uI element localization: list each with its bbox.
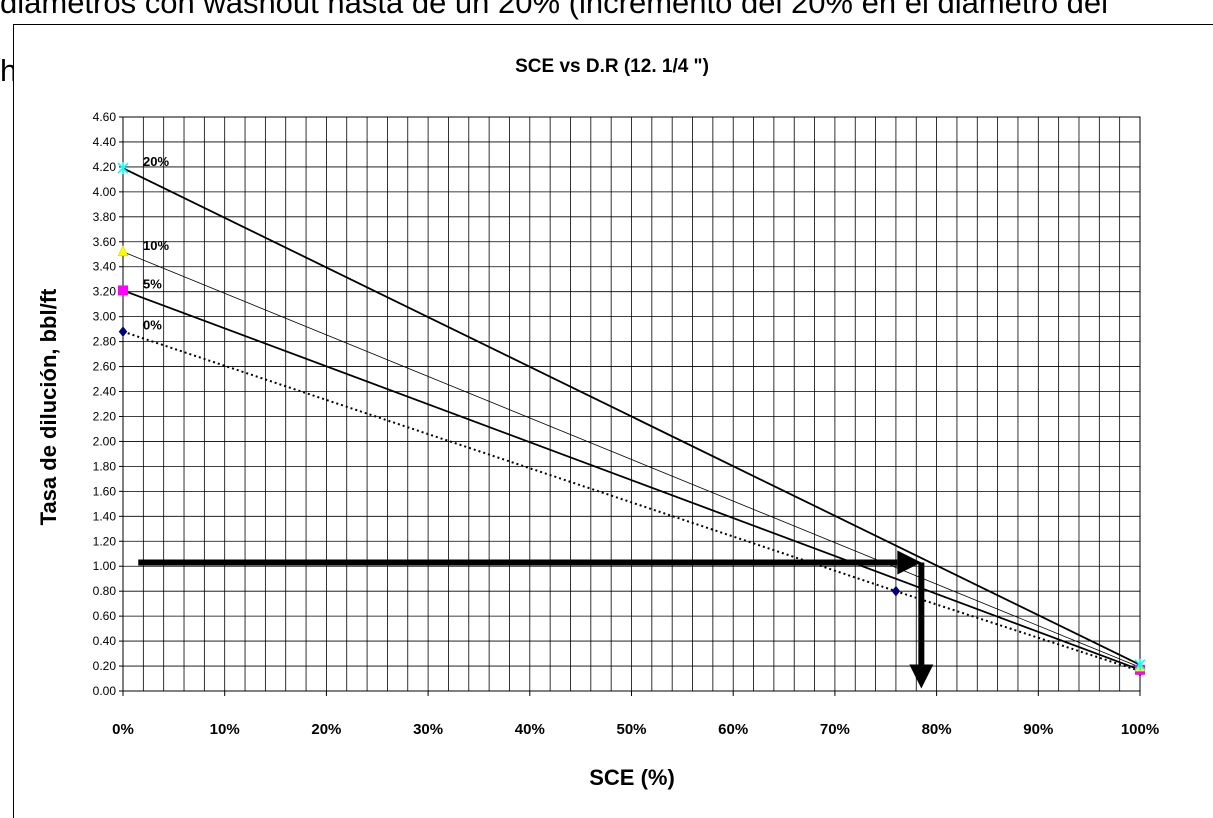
background-paragraph-line-1: diámetros con washout hasta de un 20% (i… <box>0 0 1109 20</box>
series-line-10pct <box>122 251 1141 668</box>
arrow-annotations <box>138 550 934 689</box>
chart-grid <box>123 116 1140 692</box>
chart-frame <box>13 24 1213 818</box>
x-tick-label: 0% <box>112 721 134 738</box>
y-axis-title: Tasa de dilución, bbl/ft <box>36 288 61 525</box>
y-tick-label: 0.40 <box>93 634 117 648</box>
y-tick-label: 3.80 <box>93 210 117 224</box>
x-axis-title: SCE (%) <box>589 765 675 790</box>
series-label-0pct: 0% <box>143 318 162 333</box>
x-tick-label: 40% <box>515 721 545 738</box>
y-tick-label: 0.00 <box>93 684 117 698</box>
x-tick-label: 70% <box>820 721 850 738</box>
series-marker-5pct <box>118 285 128 296</box>
background-paragraph-line-2: h <box>0 53 18 88</box>
y-tick-label: 4.00 <box>93 185 117 199</box>
y-tick-label: 0.20 <box>93 659 117 673</box>
y-tick-label: 3.40 <box>93 260 117 274</box>
series-marker-0pct <box>891 585 901 597</box>
series-marker-10pct <box>117 245 129 257</box>
chart-ticks: 0.00 0.20 0.40 0.60 0.80 1.00 1.20 1.40 1.60 1.80… <box>93 110 1160 738</box>
x-tick-label: 90% <box>1023 721 1053 738</box>
series-line-20pct <box>122 167 1141 666</box>
y-tick-label: 3.00 <box>93 310 117 324</box>
arrow-annotation-1-head <box>897 550 922 575</box>
x-tick-label: 50% <box>616 721 646 738</box>
y-tick-label: 2.20 <box>93 409 117 423</box>
series-label-10pct: 10% <box>143 238 169 253</box>
x-tick-label: 30% <box>413 721 443 738</box>
x-tick-label: 20% <box>311 721 341 738</box>
series-marker-20pct <box>117 162 129 175</box>
series-labels: 0% 5% 10% 20% <box>143 154 169 332</box>
series-marker-0pct <box>118 326 128 338</box>
series-label-5pct: 5% <box>143 276 162 291</box>
x-tick-label: 100% <box>1121 721 1159 738</box>
y-tick-label: 2.60 <box>93 360 117 374</box>
series-label-20pct: 20% <box>143 154 169 169</box>
y-tick-label: 4.60 <box>93 110 117 124</box>
y-tick-label: 4.20 <box>93 160 117 174</box>
x-tick-label: 60% <box>718 721 748 738</box>
y-tick-label: 2.80 <box>93 335 117 349</box>
y-tick-label: 1.00 <box>93 559 117 573</box>
y-tick-label: 4.40 <box>93 135 117 149</box>
y-tick-label: 1.20 <box>93 534 117 548</box>
series-line-5pct <box>122 289 1141 671</box>
y-tick-label: 0.60 <box>93 609 117 623</box>
series-markers <box>117 162 1146 677</box>
y-tick-label: 3.60 <box>93 235 117 249</box>
x-tick-label: 80% <box>922 721 952 738</box>
y-tick-label: 2.40 <box>93 385 117 399</box>
y-tick-label: 0.80 <box>93 584 117 598</box>
y-tick-label: 1.60 <box>93 484 117 498</box>
x-tick-label: 10% <box>210 721 240 738</box>
y-tick-label: 1.40 <box>93 509 117 523</box>
series-marker-20pct <box>1134 658 1146 671</box>
y-tick-label: 1.80 <box>93 459 117 473</box>
y-tick-label: 3.20 <box>93 285 117 299</box>
arrow-annotation-2-head <box>909 664 934 689</box>
chart-title: SCE vs D.R (12. 1/4 ") <box>515 56 709 77</box>
y-tick-label: 2.00 <box>93 434 117 448</box>
